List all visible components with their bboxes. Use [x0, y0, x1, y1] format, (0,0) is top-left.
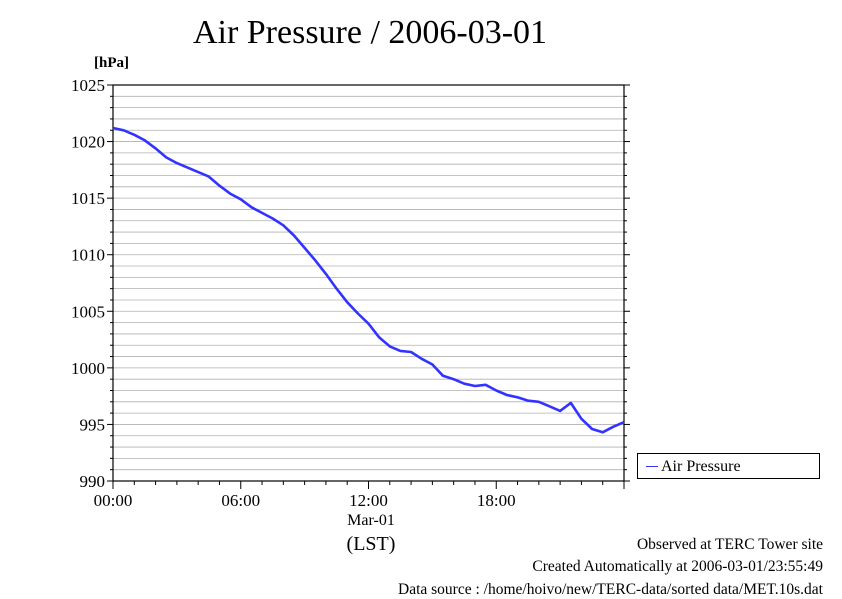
x-tick-label: 00:00: [94, 491, 133, 510]
x-axis-date: Mar-01: [347, 512, 395, 529]
series-line-air-pressure: [112, 126, 625, 434]
footer-observed: Observed at TERC Tower site: [636, 536, 823, 553]
y-tick-label: 1000: [71, 359, 105, 378]
x-tick-label: 06:00: [221, 491, 260, 510]
y-tick-label: 1005: [71, 302, 105, 321]
y-tick-label: 1025: [71, 76, 105, 95]
x-tick-label: 18:00: [477, 491, 516, 510]
y-axis-unit: [hPa]: [94, 55, 129, 71]
footer-data-source: Data source : /home/hoivo/new/TERC-data/…: [398, 581, 823, 598]
x-tick-label: 12:00: [349, 491, 388, 510]
y-tick-label: 990: [80, 472, 106, 491]
footer-created: Created Automatically at 2006-03-01/23:5…: [532, 558, 823, 575]
y-tick-label: 1015: [71, 189, 105, 208]
legend-swatch: [646, 466, 658, 467]
plot-frame: [112, 84, 625, 482]
legend-label: Air Pressure: [661, 458, 741, 475]
legend: Air Pressure: [637, 453, 820, 479]
y-tick-label: 995: [80, 415, 106, 434]
y-tick-label: 1010: [71, 246, 105, 265]
x-axis-label: (LST): [346, 533, 396, 555]
y-tick-label: 1020: [71, 133, 105, 152]
chart-title: Air Pressure / 2006-03-01: [192, 14, 548, 51]
